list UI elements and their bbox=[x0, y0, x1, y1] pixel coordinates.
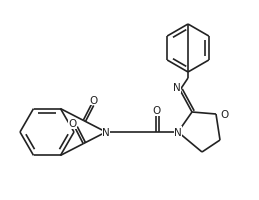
Text: O: O bbox=[69, 119, 77, 129]
Text: N: N bbox=[173, 83, 181, 93]
Text: O: O bbox=[152, 105, 160, 115]
Text: O: O bbox=[90, 95, 98, 105]
Text: N: N bbox=[102, 127, 110, 137]
Text: N: N bbox=[174, 127, 182, 137]
Text: O: O bbox=[220, 109, 228, 119]
